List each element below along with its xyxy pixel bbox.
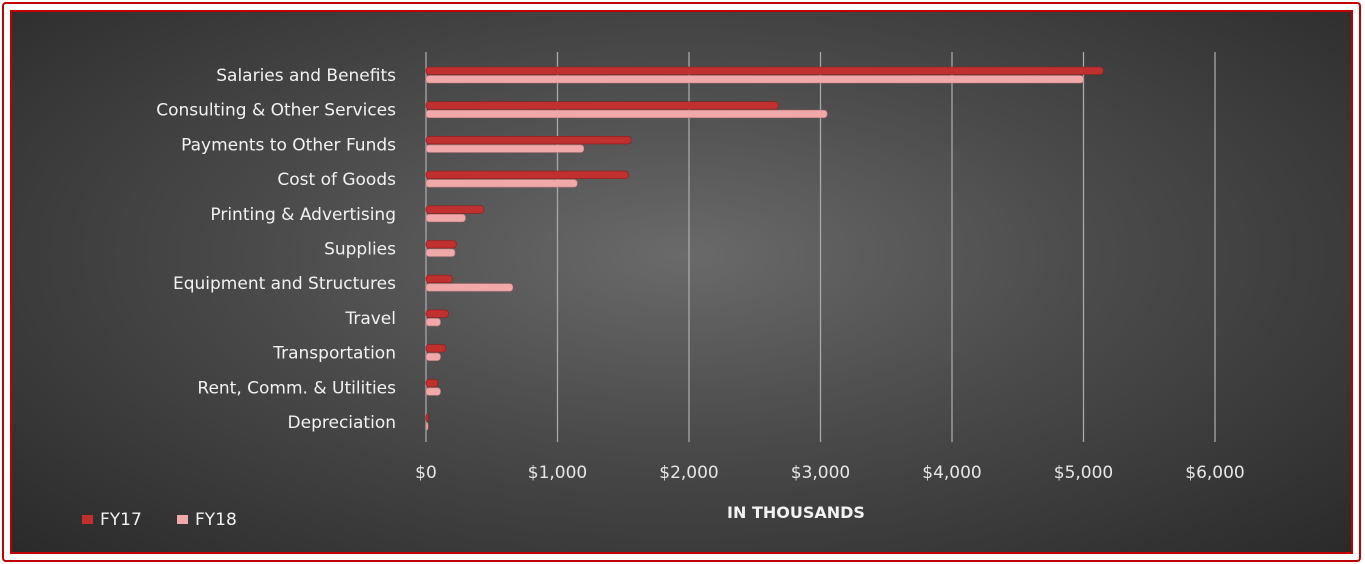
category-label: Supplies [324,240,396,260]
bar-fy18 [426,353,440,361]
x-tick-label: $6,000 [1185,463,1244,483]
bars [426,67,1103,430]
category-label: Transportation [272,344,396,364]
bar-fy17 [426,241,456,249]
bar-fy18 [426,423,428,431]
bar-fy18 [426,145,584,153]
x-tick-label: $3,000 [791,463,850,483]
category-label: Equipment and Structures [173,274,396,294]
category-label: Printing & Advertising [210,205,396,225]
category-label: Salaries and Benefits [216,66,396,86]
category-label: Depreciation [288,413,396,433]
legend: FY17 FY18 [82,510,237,530]
x-tick-label: $2,000 [659,463,718,483]
category-label: Consulting & Other Services [156,101,396,121]
bar-fy17 [426,379,438,387]
legend-label-fy18: FY18 [195,510,237,530]
category-labels: Salaries and Benefits Consulting & Other … [156,66,396,433]
bar-fy17 [426,67,1103,75]
x-tick-labels: $0 $1,000 $2,000 $3,000 $4,000 $5,000 $6,000 [415,463,1245,483]
category-label: Payments to Other Funds [181,135,396,155]
bar-fy17 [426,414,429,422]
legend-swatch-fy18 [177,515,188,524]
chart-panel: Salaries and Benefits Consulting & Other … [10,10,1353,554]
bar-fy18 [426,388,440,396]
bar-fy18 [426,110,827,118]
bar-fy18 [426,249,455,257]
category-label: Cost of Goods [277,170,396,190]
category-label: Rent, Comm. & Utilities [197,378,396,398]
legend-label-fy17: FY17 [100,510,142,530]
bar-fy18 [426,318,440,326]
bar-fy17 [426,206,484,214]
x-tick-label: $4,000 [922,463,981,483]
bar-fy18 [426,180,577,188]
bar-fy17 [426,136,631,144]
bar-fy17 [426,310,448,318]
x-tick-label: $5,000 [1054,463,1113,483]
bar-fy18 [426,76,1084,84]
bar-fy17 [426,102,778,110]
bar-fy18 [426,214,465,222]
bar-fy17 [426,171,629,179]
x-tick-label: $1,000 [528,463,587,483]
bar-fy17 [426,345,446,353]
x-axis-title: IN THOUSANDS [727,503,865,522]
legend-swatch-fy17 [82,515,93,524]
expense-bar-chart: Salaries and Benefits Consulting & Other … [12,12,1355,556]
bar-fy17 [426,275,452,283]
x-tick-label: $0 [415,463,437,483]
bar-fy18 [426,284,513,292]
category-label: Travel [344,309,396,329]
